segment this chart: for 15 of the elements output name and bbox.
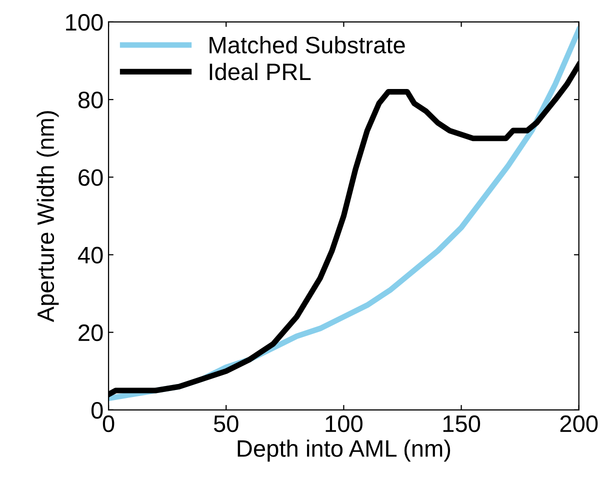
x-tick-label: 100 (326, 415, 362, 432)
x-tick-label: 50 (214, 415, 238, 432)
y-tick-label: 80 (78, 92, 103, 108)
y-tick-label: 40 (78, 246, 103, 264)
x-tick-label: 150 (443, 415, 480, 432)
y-tick-label: 20 (78, 324, 103, 342)
y-axis-title: Aperture Width (nm) (36, 111, 59, 322)
x-tick-label: 0 (102, 415, 114, 432)
y-tick-label: 60 (78, 169, 103, 186)
x-tick-label: 200 (560, 415, 598, 432)
x-axis-title: Depth into AML (nm) (238, 440, 450, 462)
y-tick-label: 0 (91, 402, 103, 419)
legend-label: Matched Substrate (210, 36, 405, 54)
legend-label: Ideal PRL (210, 62, 311, 80)
y-tick-label: 100 (66, 14, 103, 31)
